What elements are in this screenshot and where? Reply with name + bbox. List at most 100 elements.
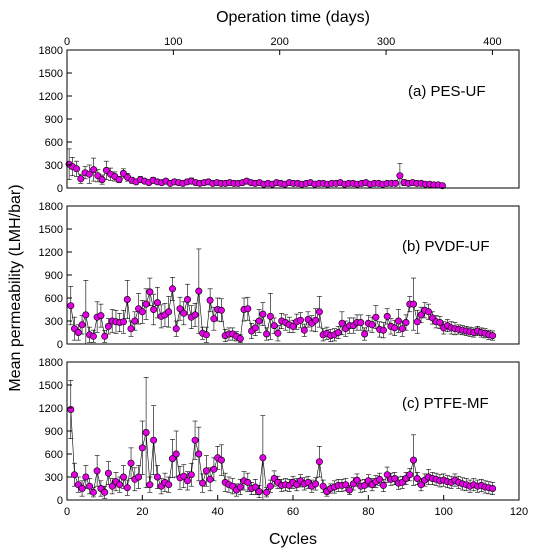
- y-tick-label: 900: [45, 270, 63, 282]
- panel-c-data-point: [127, 459, 135, 467]
- panel-b-label: (b) PVDF-UF: [402, 238, 490, 255]
- top-axis-title: Operation time (days): [216, 9, 370, 26]
- panel-b-data-point: [172, 325, 180, 333]
- panel-b-data-point: [263, 330, 271, 338]
- panel-c-data-point: [184, 477, 192, 485]
- y-tick-label: 300: [45, 160, 63, 172]
- y-tick-label: 300: [45, 316, 63, 328]
- bottom-tick-label: 40: [212, 506, 224, 518]
- top-tick-label: 300: [377, 36, 395, 48]
- panel-c-data-point: [123, 484, 131, 492]
- panel-b-data-point: [417, 311, 425, 319]
- panel-c-data-point: [244, 478, 252, 486]
- y-tick-label: 1800: [39, 357, 63, 369]
- panel-b: 0 300 600 900 1200 1500 1800 (b) PVDF-UF: [39, 201, 520, 351]
- panel-c-data-point: [391, 474, 399, 482]
- panel-b-data-point: [89, 332, 97, 340]
- panel-b-data-point: [202, 331, 210, 339]
- panel-b-data-point: [101, 332, 109, 340]
- panel-b-data-point: [315, 308, 323, 316]
- panel-b-data-point: [266, 312, 274, 320]
- panel-c-data-point: [417, 481, 425, 489]
- panel-b-data-point: [259, 310, 267, 318]
- panel-c-data-point: [142, 428, 150, 436]
- panel-c-data-point: [409, 456, 417, 464]
- panel-c-data-point: [71, 471, 79, 479]
- panel-b-data-point: [409, 300, 417, 308]
- y-tick-label: 1200: [39, 403, 63, 415]
- panel-c-data-point: [413, 474, 421, 482]
- panel-b-data-point: [142, 300, 150, 308]
- panel-b-data-point: [217, 306, 225, 314]
- panel-b-data-point: [82, 311, 90, 319]
- panel-c-data-point: [199, 479, 207, 487]
- panel-c-data-point: [345, 486, 353, 494]
- panel-b-data-point: [169, 285, 177, 293]
- panel-c-label: (c) PTFE-MF: [402, 395, 489, 412]
- panel-c-data-point: [172, 450, 180, 458]
- panel-b-data-point: [165, 308, 173, 316]
- panel-c-data-point: [202, 467, 210, 475]
- panel-b-data-point: [67, 302, 75, 310]
- y-tick-label: 1800: [39, 201, 63, 213]
- panel-c-data-point: [206, 475, 214, 483]
- panel-a-label: (a) PES-UF: [408, 83, 486, 100]
- panel-a-data-point: [392, 179, 400, 187]
- panel-c-data-point: [104, 469, 112, 477]
- panel-b-data-point: [255, 317, 263, 325]
- panel-b-data-point: [274, 329, 282, 337]
- panel-b-data-point: [146, 288, 154, 296]
- panel-b-data-point: [436, 318, 444, 326]
- panel-c-data-point: [169, 455, 177, 463]
- y-tick-label: 1500: [39, 68, 63, 80]
- panel-b-data-point: [270, 322, 278, 330]
- panel-b-data-point: [413, 318, 421, 326]
- panel-c-data-point: [210, 465, 218, 473]
- panel-c-data-point: [82, 473, 90, 481]
- panel-b-data-point: [123, 295, 131, 303]
- panel-c-data-point: [251, 483, 259, 491]
- panel-b-data-point: [300, 326, 308, 334]
- panel-c-data-point: [93, 467, 101, 475]
- panel-c-y-ticks: 0 300 600 900 1200 1500 1800: [39, 357, 72, 507]
- panel-b-data-point: [127, 325, 135, 333]
- panel-c-data-point: [489, 484, 497, 492]
- bottom-tick-label: 80: [362, 506, 374, 518]
- panel-a-y-ticks: 0 300 600 900 1200 1500 1800: [39, 45, 72, 195]
- panel-a-data-point: [73, 165, 81, 173]
- panel-b-data-point: [104, 322, 112, 330]
- y-tick-label: 300: [45, 472, 63, 484]
- top-tick-label: 200: [271, 36, 289, 48]
- panel-b-data-point: [97, 312, 105, 320]
- panel-c-data-point: [383, 471, 391, 479]
- panel-b-data-point: [244, 305, 252, 313]
- panel-c-data-point: [406, 471, 414, 479]
- panel-c-data-point: [319, 482, 327, 490]
- panel-b-data-point: [184, 295, 192, 303]
- panel-b-data-point: [296, 316, 304, 324]
- y-tick-label: 0: [57, 495, 63, 507]
- panel-c-data-point: [312, 480, 320, 488]
- panel-b-data-point: [74, 328, 82, 336]
- panel-a-data-point: [396, 172, 404, 180]
- panel-c-data-point: [376, 475, 384, 483]
- panel-b-data-point: [338, 319, 346, 327]
- y-tick-label: 1800: [39, 45, 63, 57]
- panel-b-data-point: [489, 332, 497, 340]
- panel-a-marks: [65, 148, 446, 190]
- panel-b-data-point: [176, 305, 184, 313]
- panel-a: 0 300 600 900 1200 1500 1800 0 100 200 300 400 (a)…: [39, 36, 520, 195]
- panel-b-data-point: [153, 299, 161, 307]
- panel-b-data-point: [138, 308, 146, 316]
- panel-b-y-ticks: 0 300 600 900 1200 1500 1800: [39, 201, 72, 351]
- y-tick-label: 600: [45, 137, 63, 149]
- panel-b-data-point: [191, 311, 199, 319]
- panel-b-marks: [67, 248, 497, 345]
- panel-b-data-point: [131, 317, 139, 325]
- y-tick-label: 0: [57, 339, 63, 351]
- top-tick-label: 400: [483, 36, 501, 48]
- panel-b-data-point: [150, 305, 158, 313]
- y-axis-title: Mean permeability (LMH/bar): [7, 184, 24, 391]
- panel-a-data-point: [94, 172, 102, 180]
- top-tick-label: 0: [64, 36, 70, 48]
